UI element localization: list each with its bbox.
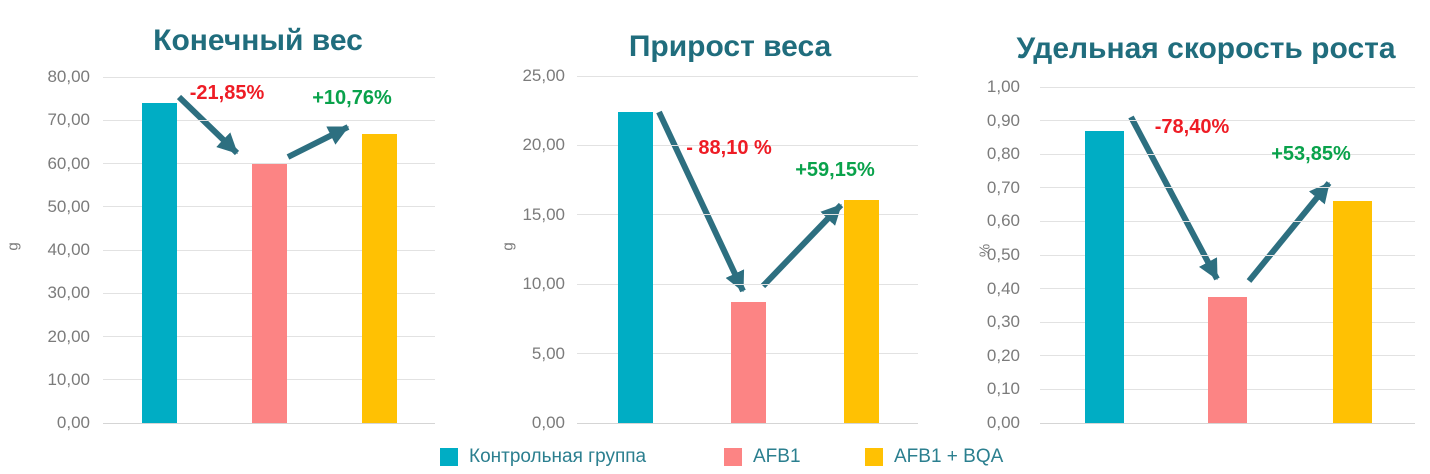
legend-label: AFB1 + BQA — [894, 446, 1004, 467]
gridline — [103, 76, 435, 78]
legend-swatch-control — [440, 448, 458, 466]
increase-trend-arrow — [1246, 181, 1332, 283]
legend-swatch-afb1-bqa — [865, 448, 883, 466]
y-axis-tick-label: 0,70 — [986, 177, 1020, 197]
gridline — [577, 214, 918, 216]
bar-afb1 — [1208, 297, 1247, 423]
increase-annotation: +53,85% — [1271, 143, 1351, 165]
increase-trend-arrow — [286, 124, 350, 160]
gridline — [577, 283, 918, 285]
y-axis-tick-label: 0,50 — [986, 245, 1020, 264]
y-axis-tick-label: 1,00 — [986, 77, 1020, 96]
y-axis-tick-label: 60,00 — [47, 153, 90, 173]
gridline — [1040, 422, 1415, 424]
legend-swatch-afb1 — [724, 448, 742, 466]
y-axis-tick-label: 10,00 — [47, 369, 90, 389]
gridline — [1040, 220, 1415, 222]
chart-title: Конечный вес — [153, 24, 363, 57]
gridline — [577, 75, 918, 77]
decrease-annotation: -21,85% — [189, 82, 265, 104]
y-axis-tick-label: 0,00 — [531, 413, 565, 432]
y-axis-tick-label: 0,20 — [986, 345, 1020, 365]
y-axis-tick-label: 0,40 — [986, 278, 1020, 298]
y-axis-tick-label: 20,00 — [47, 326, 90, 346]
gridline — [577, 144, 918, 146]
gridline — [1040, 153, 1415, 155]
chart-title: Удельная скорость роста — [1016, 32, 1396, 65]
increase-trend-arrow — [760, 202, 844, 289]
legend-label: Контрольная группа — [469, 446, 647, 467]
increase-annotation: +10,76% — [312, 87, 392, 109]
gridline — [1040, 288, 1415, 290]
y-axis-tick-label: 0,30 — [986, 312, 1020, 332]
y-axis-tick-label: 50,00 — [47, 196, 90, 216]
y-axis-tick-label: 0,80 — [986, 144, 1020, 164]
decrease-annotation: -78,40% — [1154, 116, 1230, 138]
increase-annotation: +59,15% — [795, 159, 875, 181]
legend-item-afb1-bqa: AFB1 + BQA — [865, 446, 1003, 468]
y-axis-tick-label: 20,00 — [522, 135, 565, 155]
decrease-trend-arrow — [176, 94, 240, 156]
bar-control — [142, 102, 177, 423]
gridline — [103, 163, 435, 164]
y-axis-tick-label: 0,10 — [986, 379, 1020, 399]
bar-afb1 — [731, 302, 766, 423]
y-axis-tick-label: 5,00 — [531, 343, 565, 363]
gridline — [1040, 254, 1415, 256]
y-axis-unit-label: g — [499, 242, 517, 251]
y-axis-tick-label: 10,00 — [522, 274, 565, 294]
gridline — [103, 422, 435, 424]
y-axis-tick-label: 25,00 — [522, 66, 565, 85]
bar-afb1-bqa — [844, 199, 879, 423]
bar-control — [618, 112, 653, 423]
gridline — [1040, 120, 1415, 122]
y-axis-tick-label: 0,00 — [986, 413, 1020, 432]
y-axis-tick-label: 0,60 — [986, 211, 1020, 231]
legend-item-afb1: AFB1 — [724, 446, 801, 468]
y-axis-tick-label: 0,00 — [56, 413, 90, 432]
legend-label: AFB1 — [753, 446, 801, 467]
bar-control — [1085, 130, 1124, 423]
bar-afb1 — [252, 164, 287, 423]
bar-afb1-bqa — [362, 134, 397, 423]
legend-item-control: Контрольная группа — [440, 446, 646, 468]
y-axis-tick-label: 30,00 — [47, 283, 90, 303]
y-axis-unit-label: g — [4, 242, 22, 251]
chart-title: Прирост веса — [628, 30, 832, 63]
y-axis-tick-label: 40,00 — [47, 240, 90, 259]
gridline — [103, 119, 435, 121]
y-axis-tick-label: 80,00 — [47, 67, 90, 86]
y-axis-tick-label: 0,90 — [986, 110, 1020, 130]
decrease-annotation: - 88,10 % — [686, 137, 772, 159]
y-axis-unit-label: % — [976, 243, 994, 258]
gridline — [1040, 86, 1415, 88]
bar-afb1-bqa — [1333, 201, 1372, 423]
gridline — [577, 422, 918, 424]
gridline — [1040, 187, 1415, 189]
y-axis-tick-label: 15,00 — [522, 204, 565, 224]
y-axis-tick-label: 70,00 — [47, 110, 90, 130]
